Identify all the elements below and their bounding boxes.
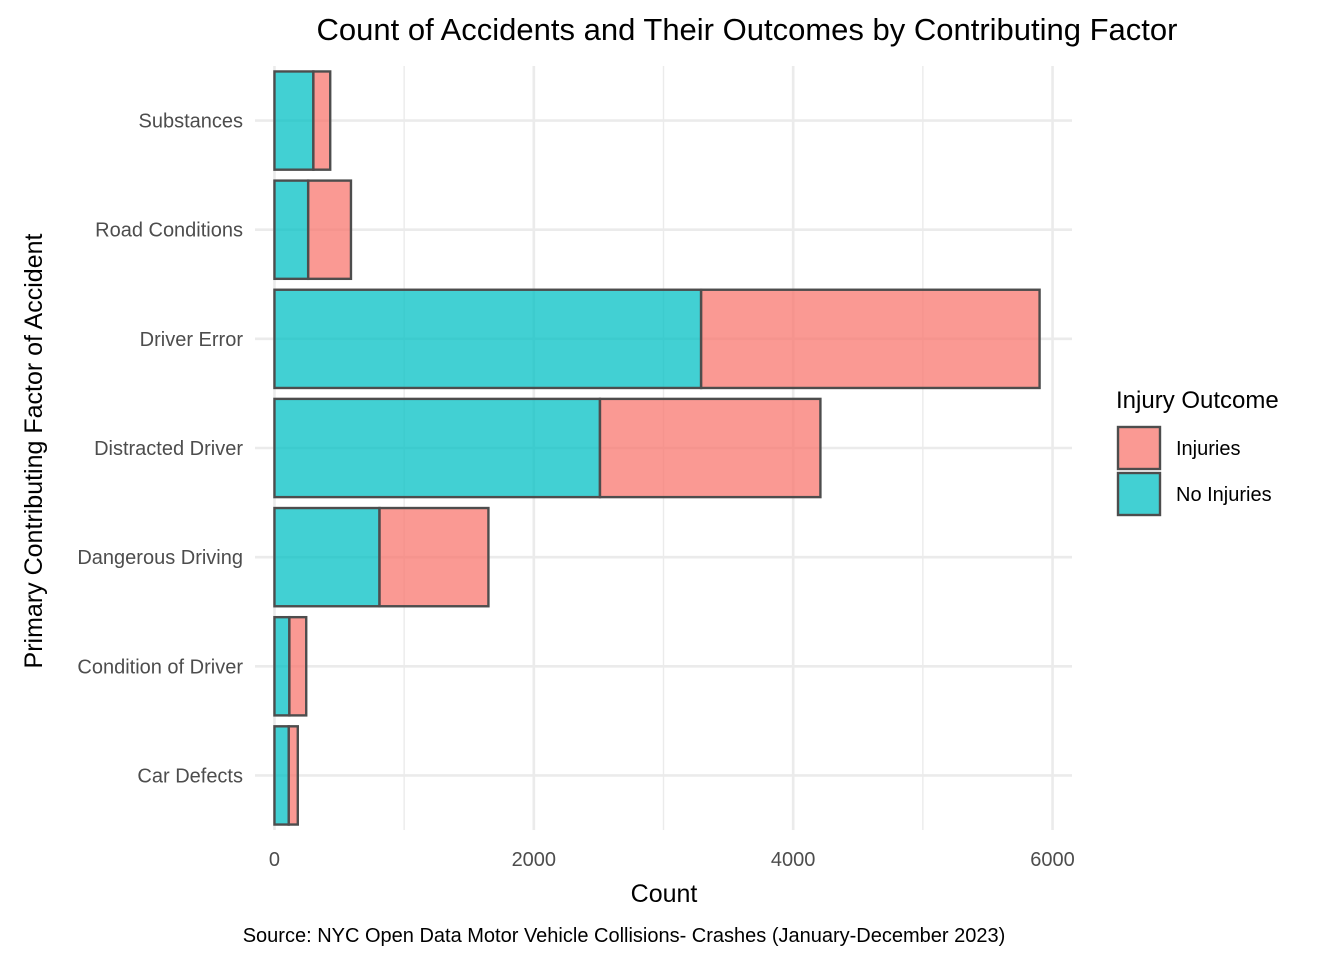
bar-no-injuries (273, 506, 381, 608)
bar-injuries (287, 725, 299, 826)
bar-no-injuries (273, 725, 290, 826)
y-tick-label: Road Conditions (95, 220, 243, 242)
y-axis-ticks: Car Defects Condition of Driver Dangerous … (77, 111, 243, 788)
bar-injuries (312, 70, 332, 171)
chart-title: Count of Accidents and Their Outcomes by… (317, 12, 1178, 47)
x-tick-label: 0 (269, 849, 280, 871)
bar-no-injuries (273, 70, 315, 171)
legend: Injury Outcome Injuries No Injuries (1116, 387, 1279, 517)
bar-injuries (306, 179, 353, 281)
bar-no-injuries (273, 397, 602, 499)
bar-no-injuries (273, 179, 310, 281)
y-tick-label: Car Defects (137, 765, 243, 787)
x-tick-label: 4000 (771, 849, 816, 871)
legend-key (1116, 471, 1162, 517)
x-tick-label: 2000 (512, 849, 557, 871)
bar-injuries (598, 397, 822, 499)
x-tick-label: 6000 (1030, 849, 1075, 871)
bar-no-injuries (273, 615, 291, 717)
y-tick-label: Distracted Driver (94, 438, 243, 460)
legend-title: Injury Outcome (1116, 387, 1279, 414)
y-tick-label: Condition of Driver (77, 656, 243, 678)
legend-label: No Injuries (1176, 484, 1272, 506)
y-tick-label: Substances (138, 111, 243, 133)
bar-injuries (699, 288, 1041, 390)
x-axis-ticks: 0 2000 4000 6000 (269, 849, 1075, 871)
y-axis-title: Primary Contributing Factor of Accident (20, 233, 48, 668)
y-tick-label: Dangerous Driving (77, 547, 243, 569)
y-tick-label: Driver Error (140, 329, 244, 351)
x-axis-title: Count (631, 880, 698, 908)
legend-key (1116, 425, 1162, 471)
bar-no-injuries (273, 288, 703, 390)
bars (273, 70, 1041, 826)
source-caption: Source: NYC Open Data Motor Vehicle Coll… (243, 925, 1006, 947)
legend-label: Injuries (1176, 438, 1240, 460)
bar-injuries (288, 615, 308, 717)
bar-injuries (378, 506, 490, 608)
